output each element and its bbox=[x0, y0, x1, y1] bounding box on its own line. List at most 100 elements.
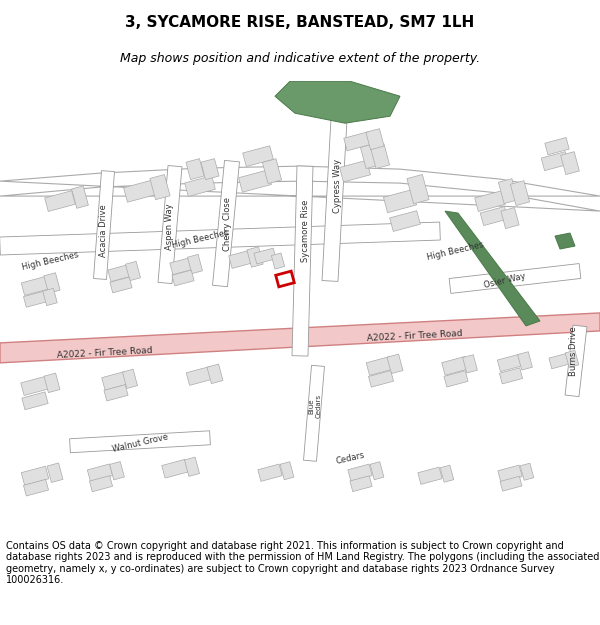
Polygon shape bbox=[549, 353, 571, 369]
Polygon shape bbox=[271, 253, 284, 269]
Text: High Beeches: High Beeches bbox=[170, 228, 229, 250]
Text: Blue
Cedars: Blue Cedars bbox=[308, 394, 322, 418]
Polygon shape bbox=[304, 366, 325, 461]
Text: A2022 - Fir Tree Road: A2022 - Fir Tree Road bbox=[57, 346, 153, 360]
Polygon shape bbox=[185, 176, 215, 196]
Polygon shape bbox=[280, 462, 294, 480]
Polygon shape bbox=[184, 457, 200, 476]
Polygon shape bbox=[389, 211, 421, 231]
Polygon shape bbox=[518, 352, 532, 370]
Polygon shape bbox=[0, 222, 440, 255]
Polygon shape bbox=[340, 160, 370, 182]
Polygon shape bbox=[44, 272, 60, 293]
Text: Cypress Way: Cypress Way bbox=[332, 159, 341, 213]
Text: Cherry Close: Cherry Close bbox=[223, 197, 232, 251]
Polygon shape bbox=[440, 465, 454, 482]
Polygon shape bbox=[565, 351, 579, 368]
Polygon shape bbox=[480, 207, 508, 226]
Polygon shape bbox=[108, 264, 132, 282]
Polygon shape bbox=[449, 264, 581, 293]
Polygon shape bbox=[387, 354, 403, 374]
Polygon shape bbox=[545, 138, 569, 155]
Text: Contains OS data © Crown copyright and database right 2021. This information is : Contains OS data © Crown copyright and d… bbox=[6, 541, 599, 586]
Polygon shape bbox=[276, 271, 294, 287]
Text: High Beeches: High Beeches bbox=[20, 250, 79, 272]
Text: Walnut Grove: Walnut Grove bbox=[111, 432, 169, 454]
Polygon shape bbox=[172, 270, 194, 286]
Polygon shape bbox=[497, 354, 523, 372]
Polygon shape bbox=[383, 189, 416, 213]
Polygon shape bbox=[125, 261, 140, 281]
Polygon shape bbox=[520, 463, 534, 480]
Polygon shape bbox=[23, 291, 49, 308]
Polygon shape bbox=[186, 366, 214, 386]
Polygon shape bbox=[207, 364, 223, 384]
Text: 3, SYCAMORE RISE, BANSTEAD, SM7 1LH: 3, SYCAMORE RISE, BANSTEAD, SM7 1LH bbox=[125, 15, 475, 30]
Polygon shape bbox=[187, 254, 203, 274]
Polygon shape bbox=[201, 159, 219, 179]
Polygon shape bbox=[110, 277, 132, 293]
Polygon shape bbox=[0, 166, 600, 211]
Polygon shape bbox=[565, 325, 587, 397]
Polygon shape bbox=[0, 81, 600, 541]
Polygon shape bbox=[258, 464, 282, 481]
Polygon shape bbox=[23, 479, 49, 496]
Polygon shape bbox=[511, 181, 530, 206]
Polygon shape bbox=[445, 211, 540, 326]
Polygon shape bbox=[110, 462, 124, 480]
Polygon shape bbox=[21, 276, 49, 296]
Polygon shape bbox=[122, 369, 137, 389]
Polygon shape bbox=[239, 170, 271, 192]
Polygon shape bbox=[370, 462, 384, 480]
Polygon shape bbox=[44, 191, 76, 211]
Polygon shape bbox=[292, 166, 313, 356]
Polygon shape bbox=[229, 249, 255, 268]
Text: Map shows position and indicative extent of the property.: Map shows position and indicative extent… bbox=[120, 52, 480, 65]
Polygon shape bbox=[71, 186, 88, 208]
Polygon shape bbox=[88, 464, 113, 481]
Text: Acacia Drive: Acacia Drive bbox=[100, 204, 109, 258]
Polygon shape bbox=[47, 463, 63, 482]
Polygon shape bbox=[43, 288, 57, 306]
Polygon shape bbox=[124, 180, 157, 203]
Polygon shape bbox=[499, 368, 523, 384]
Polygon shape bbox=[44, 373, 60, 392]
Polygon shape bbox=[501, 208, 519, 229]
Text: A2022 - Fir Tree Road: A2022 - Fir Tree Road bbox=[367, 329, 463, 343]
Polygon shape bbox=[275, 81, 400, 123]
Polygon shape bbox=[21, 466, 49, 485]
Polygon shape bbox=[70, 431, 211, 452]
Polygon shape bbox=[186, 159, 204, 179]
Polygon shape bbox=[499, 179, 518, 204]
Polygon shape bbox=[555, 233, 575, 249]
Polygon shape bbox=[370, 144, 389, 169]
Text: Burns Drive: Burns Drive bbox=[569, 326, 578, 376]
Polygon shape bbox=[418, 467, 442, 484]
Text: Aspen Way: Aspen Way bbox=[166, 204, 175, 251]
Polygon shape bbox=[366, 129, 384, 149]
Polygon shape bbox=[170, 258, 194, 274]
Polygon shape bbox=[442, 356, 468, 375]
Polygon shape bbox=[254, 248, 276, 264]
Polygon shape bbox=[541, 152, 569, 171]
Polygon shape bbox=[498, 465, 522, 482]
Polygon shape bbox=[162, 459, 188, 478]
Polygon shape bbox=[407, 174, 429, 204]
Polygon shape bbox=[366, 356, 394, 376]
Polygon shape bbox=[22, 392, 48, 410]
Polygon shape bbox=[104, 384, 128, 401]
Polygon shape bbox=[94, 171, 115, 279]
Polygon shape bbox=[361, 144, 380, 169]
Text: Cedars: Cedars bbox=[335, 451, 365, 466]
Polygon shape bbox=[102, 371, 128, 390]
Polygon shape bbox=[344, 131, 372, 151]
Text: High Beeches: High Beeches bbox=[425, 240, 484, 262]
Polygon shape bbox=[0, 313, 600, 363]
Polygon shape bbox=[212, 161, 239, 287]
Polygon shape bbox=[500, 476, 522, 491]
Polygon shape bbox=[247, 247, 263, 268]
Polygon shape bbox=[322, 101, 348, 281]
Polygon shape bbox=[150, 174, 170, 199]
Text: Osier Way: Osier Way bbox=[483, 272, 527, 290]
Polygon shape bbox=[158, 166, 182, 284]
